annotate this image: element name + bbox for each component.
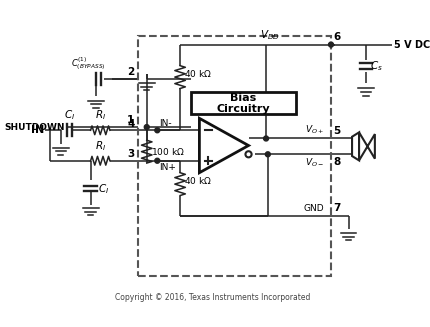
Text: SHUTDOWN: SHUTDOWN [5, 123, 65, 131]
Circle shape [144, 125, 149, 129]
Text: $V_{O+}$: $V_{O+}$ [304, 123, 323, 136]
Text: IN: IN [31, 125, 44, 135]
Text: 7: 7 [333, 203, 340, 213]
Circle shape [154, 158, 160, 163]
Text: $C_I$: $C_I$ [98, 182, 108, 196]
Text: $C_s$: $C_s$ [370, 59, 382, 73]
Text: IN+: IN+ [159, 164, 175, 172]
Text: 40 k$\Omega$: 40 k$\Omega$ [184, 175, 212, 186]
Text: $R_I$: $R_I$ [95, 139, 106, 153]
Text: $R_I$: $R_I$ [95, 109, 106, 122]
Circle shape [245, 151, 251, 157]
Circle shape [328, 42, 333, 47]
Circle shape [265, 152, 270, 157]
Text: GND: GND [303, 204, 323, 213]
Text: 40 k$\Omega$: 40 k$\Omega$ [184, 68, 212, 79]
Text: 1: 1 [127, 115, 134, 125]
Text: 3: 3 [127, 149, 134, 159]
Text: 100 k$\Omega$: 100 k$\Omega$ [151, 146, 184, 157]
Text: 6: 6 [333, 32, 340, 42]
Text: IN-: IN- [159, 119, 171, 128]
Text: 8: 8 [333, 157, 340, 167]
Text: Circuitry: Circuitry [216, 104, 270, 114]
Text: Copyright © 2016, Texas Instruments Incorporated: Copyright © 2016, Texas Instruments Inco… [115, 293, 310, 302]
Bar [190, 92, 295, 114]
Text: 4: 4 [127, 118, 134, 129]
Text: 2: 2 [127, 67, 134, 77]
Text: $V_{O-}$: $V_{O-}$ [304, 157, 323, 169]
Text: $V_{DD}$: $V_{DD}$ [259, 28, 279, 42]
Text: Bias: Bias [230, 93, 256, 103]
Text: 5 V DC: 5 V DC [393, 40, 430, 50]
Circle shape [154, 128, 160, 133]
Text: 5: 5 [333, 126, 340, 136]
Text: $C_{(BYPASS)}^{(1)}$: $C_{(BYPASS)}^{(1)}$ [71, 55, 105, 72]
Polygon shape [351, 132, 358, 161]
Text: $C_I$: $C_I$ [64, 108, 75, 122]
Polygon shape [358, 132, 374, 161]
Circle shape [263, 136, 268, 141]
